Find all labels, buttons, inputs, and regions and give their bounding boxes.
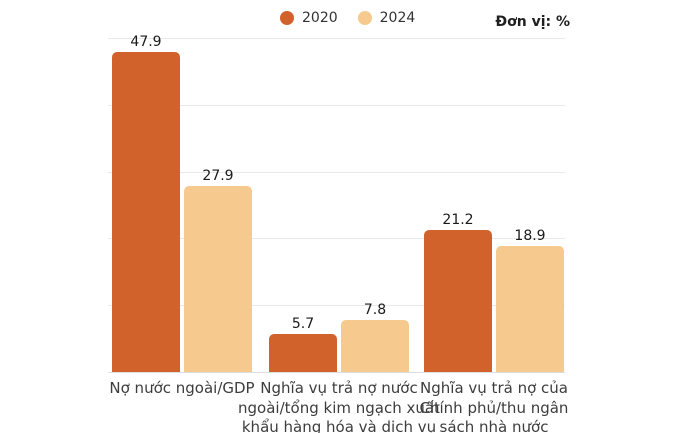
category-label-line: Nợ nước ngoài/GDP [109, 379, 255, 397]
category-label-line: Nghĩa vụ trả nợ nước [260, 379, 418, 397]
bar-2020-group3[interactable] [424, 230, 492, 372]
bar-value-2024-group1: 27.9 [202, 168, 234, 184]
bar-2020-group2[interactable] [269, 334, 337, 372]
category-label-line: Chính phủ/thu ngân [419, 398, 569, 417]
legend-label: 2024 [379, 10, 416, 26]
category-label-3: Nghĩa vụ trả nợ của Chính phủ/thu ngân sác… [384, 379, 604, 433]
unit-label: Đơn vị: % [495, 14, 570, 30]
category-label-line: sách nhà nước [439, 418, 549, 433]
axis-baseline [108, 372, 565, 373]
legend-dot-icon [280, 10, 294, 25]
bar-value-2024-group2: 7.8 [363, 302, 387, 318]
bar-value-2020-group1: 47.9 [130, 34, 162, 50]
legend-label: 2020 [302, 10, 338, 26]
bar-2020-group1[interactable] [112, 52, 180, 372]
bar-value-2024-group3: 18.9 [514, 228, 546, 244]
legend: 2020 2024 [280, 10, 415, 25]
bar-2024-group2[interactable] [341, 320, 409, 372]
category-label-1: Nợ nước ngoài/GDP [72, 379, 292, 399]
bar-2024-group3[interactable] [496, 246, 564, 372]
category-label-line: Nghĩa vụ trả nợ của [420, 379, 568, 397]
category-label-line: ngoài/tổng kim ngạch xuất [238, 398, 440, 417]
category-label-line: khẩu hàng hóa và dịch vụ [241, 418, 437, 433]
legend-item-2020[interactable]: 2020 [280, 10, 338, 25]
bar-value-2020-group2: 5.7 [291, 316, 315, 332]
bar-value-2020-group3: 21.2 [442, 212, 474, 228]
gridline-50 [108, 38, 565, 39]
legend-dot-icon [357, 10, 372, 25]
bar-2024-group1[interactable] [184, 186, 252, 372]
legend-item-2024[interactable]: 2024 [357, 10, 416, 26]
category-label-2: Nghĩa vụ trả nợ nước ngoài/tổng kim ngạch… [229, 379, 449, 433]
